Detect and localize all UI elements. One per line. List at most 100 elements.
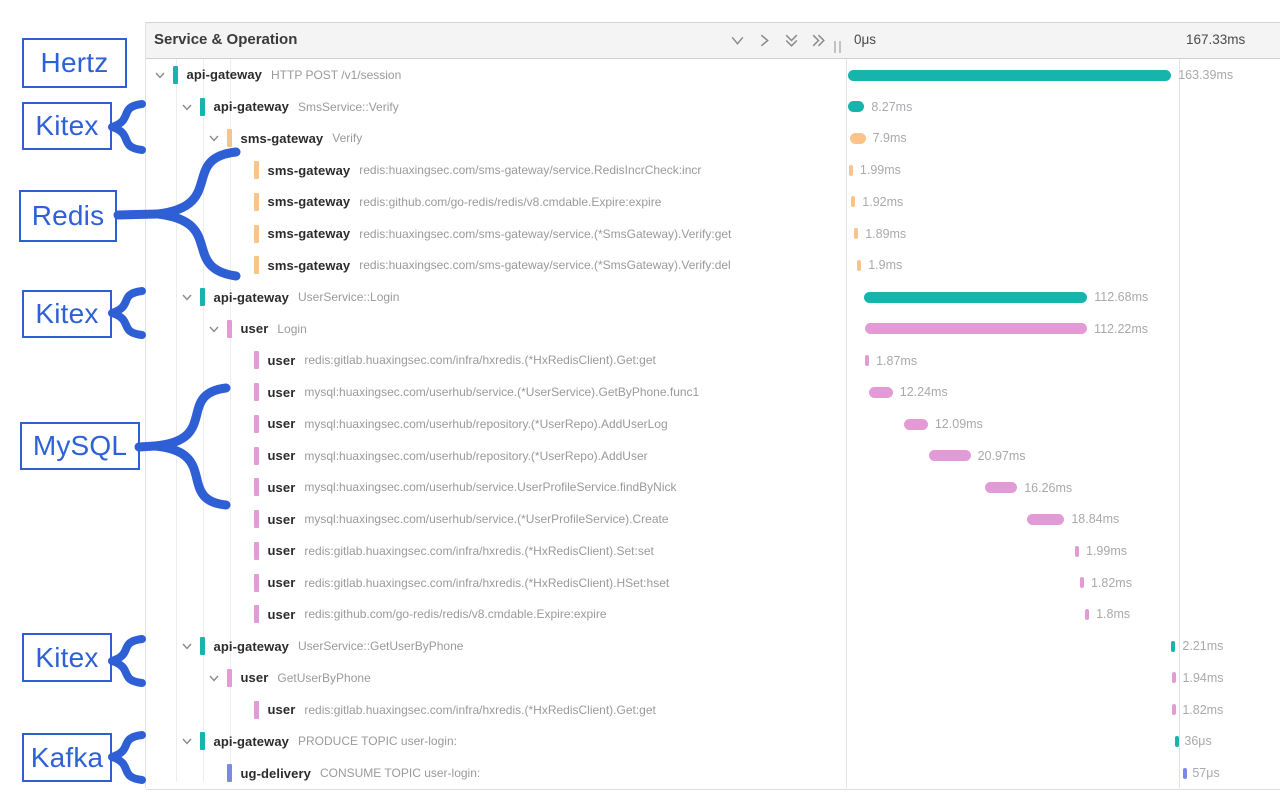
trace-row[interactable]: user mysql:huaxingsec.com/userhub/reposit… [146, 440, 1280, 472]
span-bar-column: 8.27ms [848, 91, 1179, 123]
expand-all-icon[interactable] [810, 32, 827, 49]
span-name-column[interactable]: user mysql:huaxingsec.com/userhub/reposit… [146, 440, 846, 472]
chevron-down-icon[interactable] [207, 671, 221, 685]
span-name-column[interactable]: sms-gateway redis:huaxingsec.com/sms-gate… [146, 154, 846, 186]
span-duration-bar[interactable] [1175, 735, 1180, 747]
collapse-all-icon[interactable] [783, 32, 800, 49]
trace-row[interactable]: user mysql:huaxingsec.com/userhub/service… [146, 472, 1280, 504]
span-duration-bar[interactable] [848, 69, 1172, 81]
span-duration-bar[interactable] [849, 132, 866, 144]
span-name-column[interactable]: api-gateway UserService::Login [146, 281, 846, 313]
trace-row[interactable]: user Login 112.22ms [146, 313, 1280, 345]
span-name-column[interactable]: sms-gateway redis:huaxingsec.com/sms-gate… [146, 218, 846, 250]
span-bar-column: 18.84ms [848, 503, 1179, 535]
chevron-down-icon[interactable] [180, 639, 194, 653]
span-duration-bar[interactable] [1075, 545, 1080, 557]
span-name-column[interactable]: sms-gateway redis:github.com/go-redis/red… [146, 186, 846, 218]
chevron-down-icon[interactable] [207, 322, 221, 336]
trace-row[interactable]: sms-gateway redis:huaxingsec.com/sms-gate… [146, 249, 1280, 281]
span-duration-bar[interactable] [854, 228, 859, 240]
span-name-column[interactable]: user mysql:huaxingsec.com/userhub/service… [146, 376, 846, 408]
span-duration-bar[interactable] [1080, 577, 1085, 589]
span-name-column[interactable]: user redis:gitlab.huaxingsec.com/infra/hx… [146, 694, 846, 726]
chevron-down-icon[interactable] [180, 290, 194, 304]
span-duration-bar[interactable] [985, 482, 1018, 494]
span-name-column[interactable]: user mysql:huaxingsec.com/userhub/reposit… [146, 408, 846, 440]
expand-one-icon[interactable] [756, 32, 773, 49]
service-color-indicator [254, 256, 259, 275]
chevron-down-icon[interactable] [180, 734, 194, 748]
trace-row[interactable]: user mysql:huaxingsec.com/userhub/service… [146, 503, 1280, 535]
trace-row[interactable]: user mysql:huaxingsec.com/userhub/reposit… [146, 408, 1280, 440]
trace-row[interactable]: user redis:gitlab.huaxingsec.com/infra/hx… [146, 345, 1280, 377]
column-resize-grip-icon[interactable] [834, 41, 841, 53]
span-name-column[interactable]: user redis:gitlab.huaxingsec.com/infra/hx… [146, 567, 846, 599]
trace-row[interactable]: sms-gateway redis:huaxingsec.com/sms-gate… [146, 154, 1280, 186]
service-color-indicator [254, 605, 259, 624]
span-duration-bar[interactable] [1171, 672, 1176, 684]
span-duration-label: 112.68ms [1094, 290, 1149, 305]
span-name-column[interactable]: user mysql:huaxingsec.com/userhub/service… [146, 472, 846, 504]
service-name: sms-gateway [267, 194, 351, 210]
trace-row[interactable]: api-gateway HTTP POST /v1/session 163.39ms [146, 59, 1280, 91]
span-name-column[interactable]: sms-gateway Verify [146, 122, 846, 154]
operation-name: redis:gitlab.huaxingsec.com/infra/hxredi… [304, 575, 670, 590]
span-name-column[interactable]: api-gateway SmsService::Verify [146, 91, 846, 123]
service-color-indicator [254, 161, 259, 180]
span-name-column[interactable]: user redis:gitlab.huaxingsec.com/infra/hx… [146, 535, 846, 567]
trace-row[interactable]: ug-delivery CONSUME TOPIC user-login: 57μs [146, 757, 1280, 789]
service-name: user [267, 511, 296, 527]
trace-row[interactable]: user redis:gitlab.huaxingsec.com/infra/hx… [146, 567, 1280, 599]
trace-row[interactable]: api-gateway SmsService::Verify 8.27ms [146, 91, 1280, 123]
column-divider[interactable] [846, 23, 847, 788]
collapse-one-icon[interactable] [729, 32, 746, 49]
trace-row[interactable]: sms-gateway Verify 7.9ms [146, 122, 1280, 154]
timeline-header: Service & Operation 0μs 167.33ms [146, 23, 1280, 59]
span-duration-bar[interactable] [1085, 608, 1090, 620]
span-duration-bar[interactable] [848, 164, 853, 176]
span-name-column[interactable]: sms-gateway redis:huaxingsec.com/sms-gate… [146, 249, 846, 281]
trace-row[interactable]: sms-gateway redis:huaxingsec.com/sms-gate… [146, 218, 1280, 250]
service-color-indicator [254, 192, 259, 211]
span-name-column[interactable]: user redis:github.com/go-redis/redis/v8.c… [146, 598, 846, 630]
span-duration-bar[interactable] [857, 259, 862, 271]
span-duration-bar[interactable] [1171, 704, 1176, 716]
span-duration-bar[interactable] [851, 196, 856, 208]
span-name-column[interactable]: user mysql:huaxingsec.com/userhub/service… [146, 503, 846, 535]
trace-row[interactable]: user redis:gitlab.huaxingsec.com/infra/hx… [146, 694, 1280, 726]
span-name-column[interactable]: api-gateway PRODUCE TOPIC user-login: [146, 725, 846, 757]
span-duration-bar[interactable] [1027, 513, 1065, 525]
service-name: api-gateway [213, 638, 290, 654]
span-name-column[interactable]: api-gateway HTTP POST /v1/session [146, 59, 846, 91]
trace-row[interactable]: api-gateway UserService::GetUserByPhone 2.… [146, 630, 1280, 662]
chevron-down-icon[interactable] [207, 131, 221, 145]
span-duration-bar[interactable] [864, 291, 1088, 303]
span-duration-bar[interactable] [929, 450, 971, 462]
trace-row[interactable]: api-gateway PRODUCE TOPIC user-login: 36μs [146, 725, 1280, 757]
trace-row[interactable]: user redis:gitlab.huaxingsec.com/infra/hx… [146, 535, 1280, 567]
span-duration-bar[interactable] [865, 323, 1088, 335]
operation-name: redis:gitlab.huaxingsec.com/infra/hxredi… [304, 543, 654, 558]
service-operation-header: Service & Operation [154, 31, 298, 48]
trace-row[interactable]: api-gateway UserService::Login 112.68ms [146, 281, 1280, 313]
span-name-column[interactable]: api-gateway UserService::GetUserByPhone [146, 630, 846, 662]
service-color-indicator [254, 224, 259, 243]
span-name-column[interactable]: ug-delivery CONSUME TOPIC user-login: [146, 757, 846, 789]
span-name-column[interactable]: user Login [146, 313, 846, 345]
span-duration-bar[interactable] [865, 355, 870, 367]
trace-row[interactable]: user mysql:huaxingsec.com/userhub/service… [146, 376, 1280, 408]
chevron-down-icon[interactable] [180, 100, 194, 114]
trace-row[interactable]: user GetUserByPhone 1.94ms [146, 662, 1280, 694]
span-name-column[interactable]: user GetUserByPhone [146, 662, 846, 694]
chevron-down-icon[interactable] [153, 68, 167, 82]
span-duration-bar[interactable] [868, 386, 893, 398]
span-duration-bar[interactable] [903, 418, 928, 430]
span-name-column[interactable]: user redis:gitlab.huaxingsec.com/infra/hx… [146, 345, 846, 377]
span-duration-bar[interactable] [848, 101, 865, 113]
kitex-2-brace [108, 287, 146, 339]
span-duration-bar[interactable] [1183, 767, 1188, 779]
trace-row[interactable]: user redis:github.com/go-redis/redis/v8.c… [146, 598, 1280, 630]
span-duration-bar[interactable] [1171, 640, 1176, 652]
trace-row[interactable]: sms-gateway redis:github.com/go-redis/red… [146, 186, 1280, 218]
